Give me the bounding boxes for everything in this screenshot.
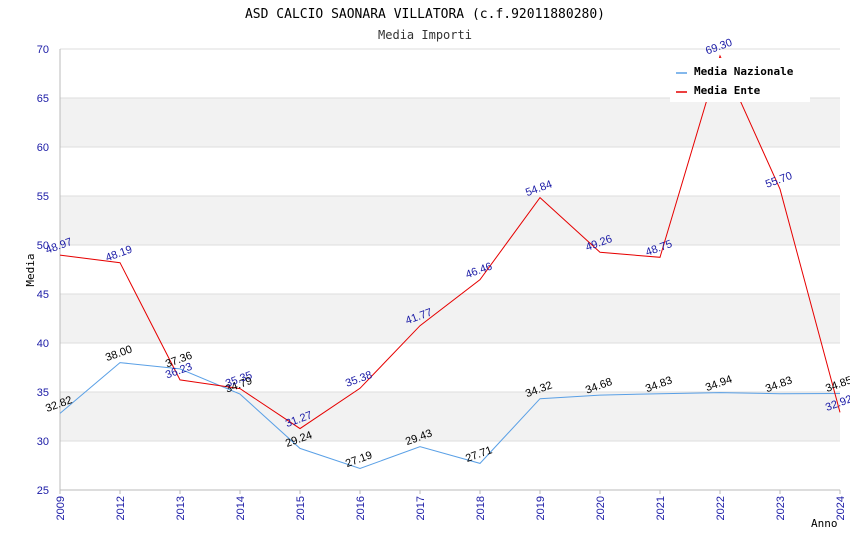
x-tick-label: 2021	[655, 496, 667, 520]
x-tick-label: 2017	[415, 496, 427, 520]
legend-label-ente: Media Ente	[694, 84, 761, 97]
data-label: 35.38	[344, 369, 374, 390]
grid-lines	[60, 48, 840, 491]
y-tick-label: 65	[37, 93, 49, 105]
x-tick-label: 2023	[775, 496, 787, 520]
grid-band	[60, 98, 840, 147]
data-label: 38.00	[104, 343, 134, 364]
data-label: 27.71	[464, 444, 494, 465]
grid-bands	[60, 98, 840, 441]
x-tick-label: 2013	[175, 496, 187, 520]
legend-label-nazionale: Media Nazionale	[694, 65, 794, 78]
x-tick-label: 2020	[595, 496, 607, 520]
grid-band	[60, 392, 840, 441]
y-tick-labels: 25 30 35 40 45 50 55 60 65 70	[37, 44, 49, 497]
chart-subtitle: Media Importi	[378, 28, 472, 42]
y-tick-label: 55	[37, 191, 49, 203]
y-tick-label: 35	[37, 387, 49, 399]
x-axis-label: Anno	[811, 517, 838, 530]
data-label: 69.30	[704, 37, 734, 58]
x-tick-label: 2024	[835, 496, 847, 520]
y-tick-label: 50	[37, 240, 49, 252]
series-line-media-nazionale	[59, 362, 841, 470]
y-tick-label: 30	[37, 436, 49, 448]
y-tick-label: 25	[37, 485, 49, 497]
data-label: 48.19	[104, 244, 134, 265]
x-tick-label: 2016	[355, 496, 367, 520]
x-tick-label: 2014	[235, 496, 247, 520]
data-label: 46.46	[464, 261, 494, 282]
chart-title: ASD CALCIO SAONARA VILLATORA (c.f.920118…	[245, 7, 605, 22]
x-tick-label: 2022	[715, 496, 727, 520]
y-tick-label: 60	[37, 142, 49, 154]
legend-box	[670, 58, 810, 102]
x-tick-label: 2009	[55, 496, 67, 520]
x-tick-label: 2019	[535, 496, 547, 520]
x-tick-labels: 2009 2012 2013 2014 2015 2016 2017 2018 2019 2020…	[55, 490, 847, 520]
grid-band	[60, 196, 840, 245]
legend: Media Nazionale Media Ente	[670, 58, 810, 102]
data-label: 27.19	[344, 449, 374, 470]
x-tick-label: 2018	[475, 496, 487, 520]
y-tick-label: 40	[37, 338, 49, 350]
x-tick-label: 2012	[115, 496, 127, 520]
y-tick-label: 70	[37, 44, 49, 56]
data-label: 34.94	[704, 373, 734, 394]
grid-band	[60, 294, 840, 343]
y-tick-label: 45	[37, 289, 49, 301]
x-tick-label: 2015	[295, 496, 307, 520]
y-axis-label: Media	[24, 253, 37, 286]
